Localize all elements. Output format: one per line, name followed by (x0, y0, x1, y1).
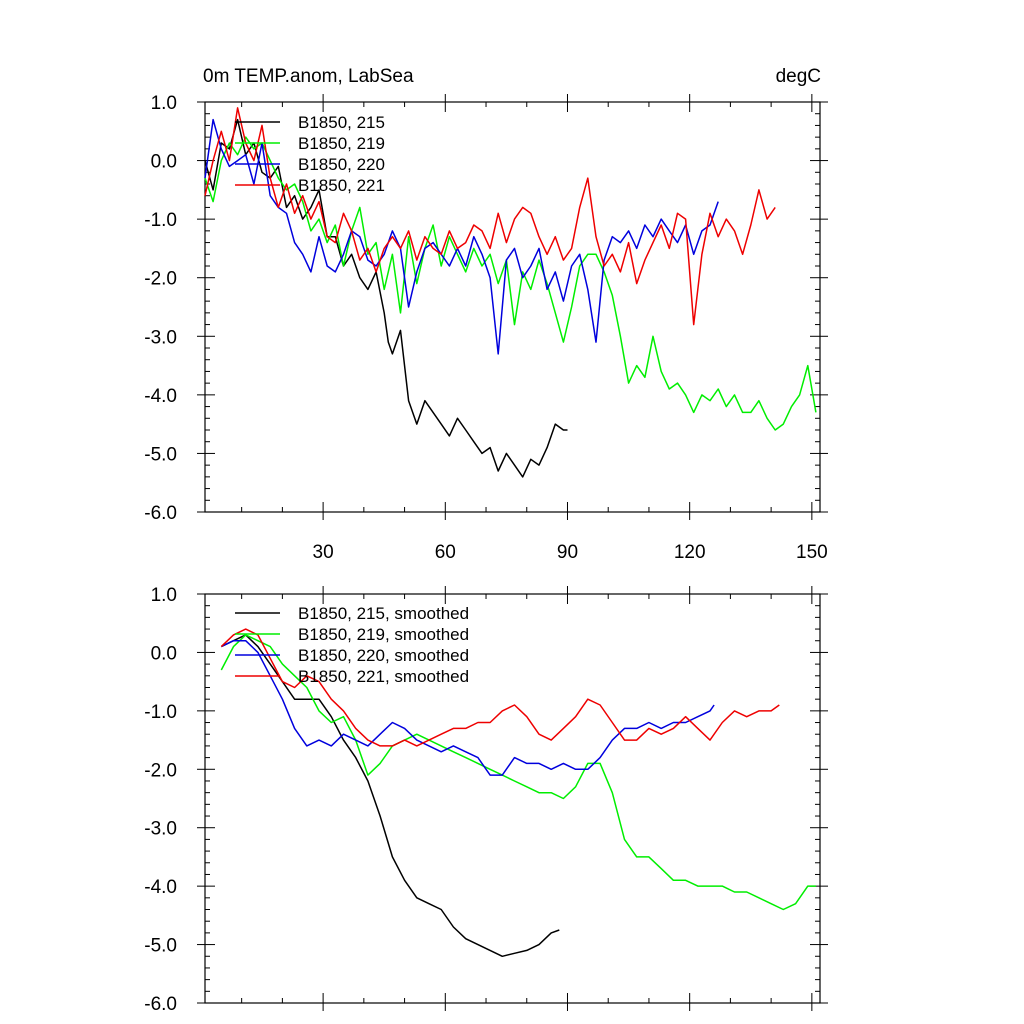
legend-label: B1850, 221, smoothed (298, 667, 469, 686)
x-tick-label: 150 (796, 542, 828, 563)
y-tick-label: -1.0 (144, 702, 177, 723)
series-line (220, 628, 780, 747)
plot-frame (204, 101, 821, 513)
legend-label: B1850, 215 (298, 113, 385, 132)
legend-label: B1850, 220 (298, 155, 385, 174)
chart-units: degC (776, 66, 821, 87)
legend-label: B1850, 219, smoothed (298, 625, 469, 644)
y-tick-label: 1.0 (151, 93, 177, 114)
chart-title: 0m TEMP.anom, LabSea (203, 66, 414, 87)
x-tick-label: 60 (435, 542, 456, 563)
y-tick-label: -4.0 (144, 386, 177, 407)
legend-label: B1850, 221 (298, 176, 385, 195)
y-tick-label: 0.0 (151, 643, 177, 664)
y-tick-label: -5.0 (144, 444, 177, 465)
y-tick-label: -5.0 (144, 936, 177, 957)
legend-label: B1850, 219 (298, 134, 385, 153)
x-tick-label: 90 (557, 542, 578, 563)
y-tick-label: 0.0 (151, 152, 177, 173)
series-line (204, 118, 719, 355)
y-tick-label: -2.0 (144, 760, 177, 781)
legend-label: B1850, 215, smoothed (298, 604, 469, 623)
y-tick-label: -6.0 (144, 503, 177, 524)
top-chart-panel: 0m TEMP.anom, LabSea degC 1.0 0.0 -1.0 -2.0… (144, 66, 828, 563)
series-line (204, 136, 817, 431)
y-tick-label: -3.0 (144, 819, 177, 840)
y-tick-label: -1.0 (144, 210, 177, 231)
series-line (204, 107, 776, 326)
y-tick-label: -3.0 (144, 327, 177, 348)
series-line (220, 634, 816, 911)
y-tick-label: 1.0 (151, 585, 177, 606)
plot-frame (204, 593, 821, 1004)
x-tick-label: 30 (313, 542, 334, 563)
x-tick-label: 120 (674, 542, 706, 563)
series-line (220, 639, 715, 776)
series-line (204, 118, 568, 478)
y-tick-label: -4.0 (144, 877, 177, 898)
bottom-chart-panel: 1.0 0.0 -1.0 -2.0 -3.0 -4.0 -5.0 -6.0 B1850, 215… (144, 585, 828, 1015)
y-tick-label: -2.0 (144, 269, 177, 290)
legend-label: B1850, 220, smoothed (298, 646, 469, 665)
y-tick-label: -6.0 (144, 994, 177, 1015)
